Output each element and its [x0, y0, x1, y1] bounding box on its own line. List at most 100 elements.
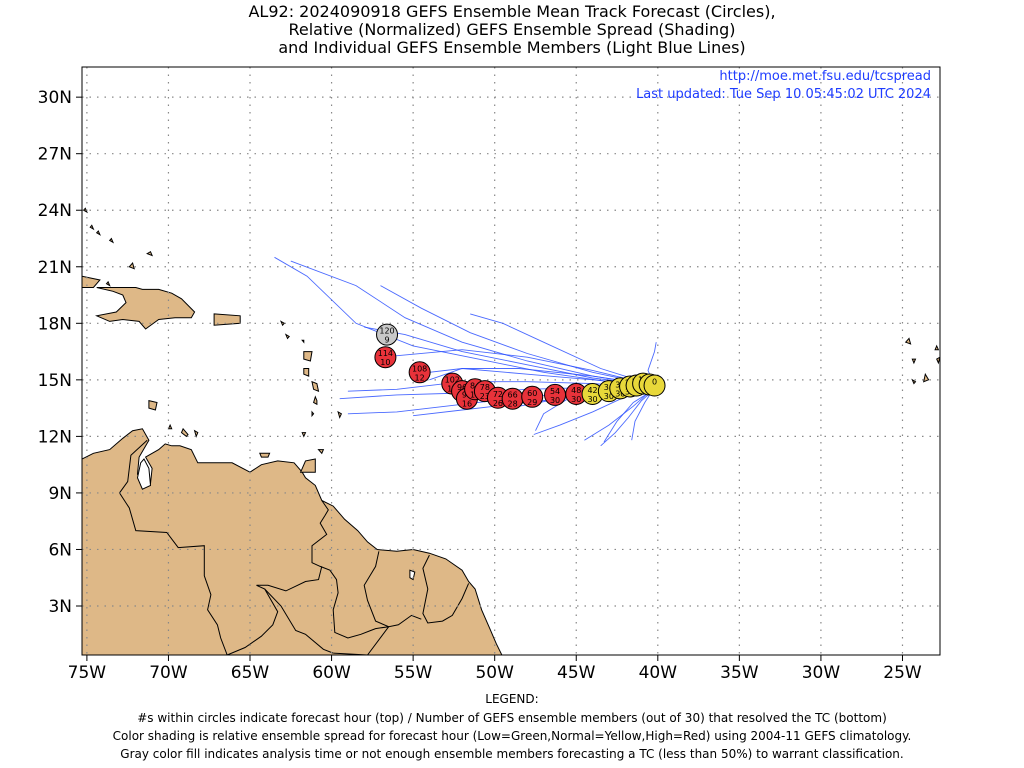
member-count-label: 9	[384, 336, 389, 345]
legend-line-1: #s within circles indicate forecast hour…	[137, 711, 887, 725]
country-border-0	[118, 439, 228, 655]
ensemble-member-track-14	[600, 388, 655, 447]
last-updated: Last updated: Tue Sep 10 05:45:02 UTC 20…	[636, 87, 931, 102]
lake-maracaibo	[136, 458, 152, 490]
map-title-line-2: Relative (Normalized) GEFS Ensemble Spre…	[288, 20, 736, 39]
country-border-4	[227, 566, 323, 655]
forecast-hour-label: 72	[493, 390, 503, 399]
forecast-hour-label: 96	[457, 383, 467, 392]
forecast-hour-label: 42	[587, 386, 597, 395]
ensemble-member-track-13	[603, 388, 655, 443]
member-count-label: 28	[508, 400, 518, 409]
map-axes: 3N 6N 9N 12N 15N 18N 21N 24N 27N 30N 75W 70W 65W 60W 5…	[38, 88, 922, 683]
member-count-label: 29	[527, 398, 537, 407]
forecast-hour-label: 120	[379, 327, 394, 336]
country-border-1	[311, 500, 389, 639]
lon-label: 25W	[883, 663, 922, 683]
island-29	[146, 250, 154, 257]
member-count-label: 16	[462, 400, 472, 409]
map-title-line-1: AL92: 2024090918 GEFS Ensemble Mean Trac…	[248, 2, 776, 21]
lon-label: 75W	[68, 663, 107, 683]
island-1	[95, 287, 196, 330]
member-count-label: 12	[415, 373, 425, 382]
island-4	[167, 423, 173, 430]
ensemble-member-track-15	[584, 387, 655, 441]
lon-label: 40W	[639, 663, 678, 683]
lat-label: 18N	[38, 314, 72, 334]
lat-label: 12N	[38, 427, 72, 447]
country-border-3	[422, 554, 470, 624]
forecast-hour-label: 66	[508, 391, 518, 400]
member-count-label: 30	[604, 392, 614, 401]
lon-label: 65W	[231, 663, 270, 683]
forecast-hour-label: 48	[571, 386, 581, 395]
lat-label: 27N	[38, 145, 72, 165]
island-11	[301, 339, 305, 344]
island-25	[911, 358, 917, 365]
source-url[interactable]: http://moe.met.fsu.edu/tcspread	[719, 69, 931, 84]
lon-label: 45W	[557, 663, 596, 683]
lat-label: 24N	[38, 201, 72, 221]
map-title-line-3: and Individual GEFS Ensemble Members (Li…	[278, 38, 746, 57]
island-12	[284, 333, 290, 340]
ensemble-member-track-20	[380, 349, 655, 386]
island-8	[311, 380, 320, 392]
track-circle	[374, 346, 397, 369]
lat-label: 30N	[38, 88, 72, 108]
island-28	[128, 261, 135, 270]
member-count-label: 30	[615, 389, 625, 398]
island-17	[299, 458, 316, 473]
track-circle	[643, 374, 666, 397]
island-6	[193, 429, 199, 438]
island-7	[303, 368, 310, 377]
island-10	[303, 351, 313, 362]
island-20	[904, 337, 912, 345]
forecast-hour-label: 54	[550, 387, 560, 396]
member-count-label: 26	[493, 399, 503, 408]
island-34	[105, 280, 111, 287]
island-30	[108, 237, 115, 244]
lat-label: 6N	[48, 540, 72, 560]
island-3	[148, 399, 158, 411]
forecast-hour-label: 60	[527, 389, 537, 398]
lat-label: 15N	[38, 371, 72, 391]
lon-label: 30W	[802, 663, 841, 683]
island-15	[311, 410, 315, 418]
island-22	[936, 356, 940, 365]
island-13	[279, 320, 286, 327]
forecast-hour-label: 36	[604, 383, 614, 392]
country-border-6	[333, 626, 390, 655]
lon-label: 35W	[720, 663, 759, 683]
forecast-hour-label: 84	[470, 381, 480, 390]
island-21	[934, 344, 940, 351]
island-33	[82, 207, 88, 214]
lon-label: 60W	[312, 663, 351, 683]
track-circle	[376, 323, 399, 346]
ensemble-member-track-5	[364, 326, 655, 386]
lon-label: 55W	[394, 663, 433, 683]
ensemble-member-track-4	[470, 313, 655, 386]
member-count-label: 30	[550, 396, 560, 405]
grid-lines	[82, 67, 940, 655]
island-19	[259, 452, 271, 458]
forecast-hour-label: 114	[378, 349, 393, 358]
island-27	[76, 199, 81, 205]
island-9	[313, 395, 318, 406]
track-point-hour-0: 0	[643, 374, 666, 397]
lat-label: 3N	[48, 597, 72, 617]
island-31	[95, 230, 101, 236]
ensemble-member-track-3	[380, 285, 655, 386]
lat-label: 9N	[48, 484, 72, 504]
south-america-landmass	[82, 428, 503, 655]
lon-label: 50W	[475, 663, 514, 683]
member-count-label: 10	[380, 358, 390, 367]
island-18	[317, 449, 325, 455]
